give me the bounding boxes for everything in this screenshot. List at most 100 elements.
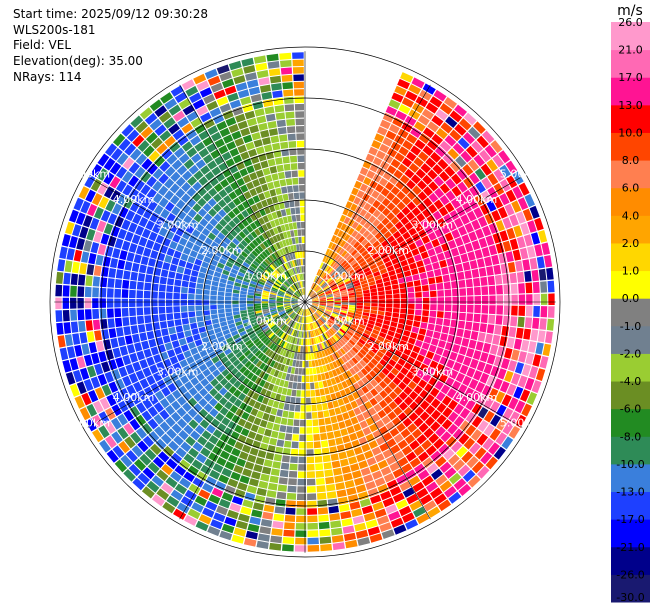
velocity-gate [401, 185, 411, 195]
velocity-gate [416, 434, 427, 445]
velocity-gate [219, 387, 228, 396]
velocity-gate [426, 214, 436, 225]
velocity-gate [105, 435, 117, 449]
velocity-gate [282, 357, 288, 365]
velocity-gate [487, 173, 499, 186]
velocity-gate [130, 115, 144, 128]
velocity-gate [432, 261, 440, 270]
velocity-gate [286, 230, 292, 238]
velocity-gate [269, 295, 276, 299]
velocity-gate [94, 387, 105, 400]
velocity-gate [247, 289, 255, 293]
velocity-gate [418, 379, 428, 389]
velocity-gate [339, 285, 346, 290]
velocity-gate [215, 481, 227, 491]
velocity-gate [496, 418, 508, 431]
velocity-gate [409, 262, 417, 270]
velocity-gate [346, 316, 353, 321]
velocity-gate [401, 122, 413, 133]
velocity-gate [297, 281, 301, 289]
velocity-gate [458, 483, 472, 496]
velocity-gate [262, 99, 274, 108]
velocity-gate [333, 343, 339, 351]
velocity-gate [363, 512, 376, 522]
velocity-gate [347, 269, 355, 275]
velocity-gate [504, 295, 511, 305]
velocity-gate [522, 208, 533, 222]
velocity-gate [444, 304, 452, 312]
velocity-gate [204, 320, 212, 326]
velocity-gate [178, 338, 187, 346]
velocity-gate [441, 267, 449, 275]
velocity-gate [118, 206, 129, 218]
velocity-gate [228, 385, 237, 395]
velocity-gate [425, 264, 433, 272]
velocity-gate [296, 290, 301, 297]
velocity-gate [225, 117, 237, 127]
velocity-gate [403, 406, 414, 417]
velocity-gate [170, 85, 184, 97]
velocity-gate [202, 368, 211, 377]
velocity-gate [270, 309, 277, 313]
velocity-gate [348, 359, 356, 367]
velocity-gate [250, 93, 262, 103]
velocity-gate [334, 305, 341, 308]
velocity-gate [312, 322, 316, 329]
velocity-gate [300, 273, 303, 281]
velocity-gate [386, 438, 397, 448]
velocity-gate [331, 326, 337, 333]
velocity-gate [210, 82, 224, 93]
velocity-gate [236, 257, 244, 265]
velocity-gate [284, 171, 292, 179]
velocity-gate [276, 298, 283, 301]
velocity-gate [121, 240, 131, 251]
velocity-gate [227, 257, 236, 264]
velocity-gate [470, 429, 483, 441]
velocity-gate [441, 395, 452, 406]
velocity-gate [396, 235, 405, 244]
velocity-gate [369, 284, 377, 290]
velocity-gate [398, 318, 406, 325]
velocity-gate [257, 283, 264, 288]
velocity-gate [187, 208, 197, 219]
velocity-gate [396, 191, 406, 201]
velocity-gate [296, 315, 300, 322]
velocity-gate [258, 370, 266, 379]
velocity-gate [178, 385, 188, 395]
velocity-gate [421, 342, 430, 350]
velocity-gate [108, 381, 119, 393]
velocity-gate [275, 242, 282, 250]
velocity-gate [286, 388, 292, 396]
velocity-gate [207, 329, 215, 336]
range-ring-label: 4.00km [456, 193, 498, 206]
velocity-gate [247, 523, 260, 533]
velocity-gate [474, 168, 486, 180]
velocity-gate [156, 488, 170, 501]
velocity-gate [375, 339, 383, 347]
velocity-gate [213, 392, 223, 402]
velocity-gate [215, 331, 224, 339]
velocity-gate [301, 390, 306, 397]
velocity-gate [206, 269, 215, 276]
velocity-gate [68, 209, 79, 223]
velocity-gate [367, 361, 376, 370]
velocity-gate [223, 444, 234, 454]
velocity-gate [198, 233, 207, 242]
velocity-gate [261, 305, 269, 308]
velocity-gate [153, 414, 164, 425]
velocity-gate [177, 210, 187, 220]
velocity-gate [326, 304, 334, 307]
velocity-gate [302, 316, 304, 323]
velocity-gate [293, 294, 299, 299]
velocity-gate [259, 526, 271, 535]
velocity-gate [349, 305, 356, 308]
velocity-gate [178, 259, 187, 268]
velocity-gate [208, 435, 219, 445]
velocity-gate [492, 196, 504, 209]
velocity-gate [506, 383, 517, 396]
velocity-gate [287, 289, 294, 294]
velocity-gate [481, 247, 490, 258]
velocity-gate [234, 246, 243, 254]
velocity-gate [460, 253, 469, 263]
velocity-gate [223, 195, 232, 204]
